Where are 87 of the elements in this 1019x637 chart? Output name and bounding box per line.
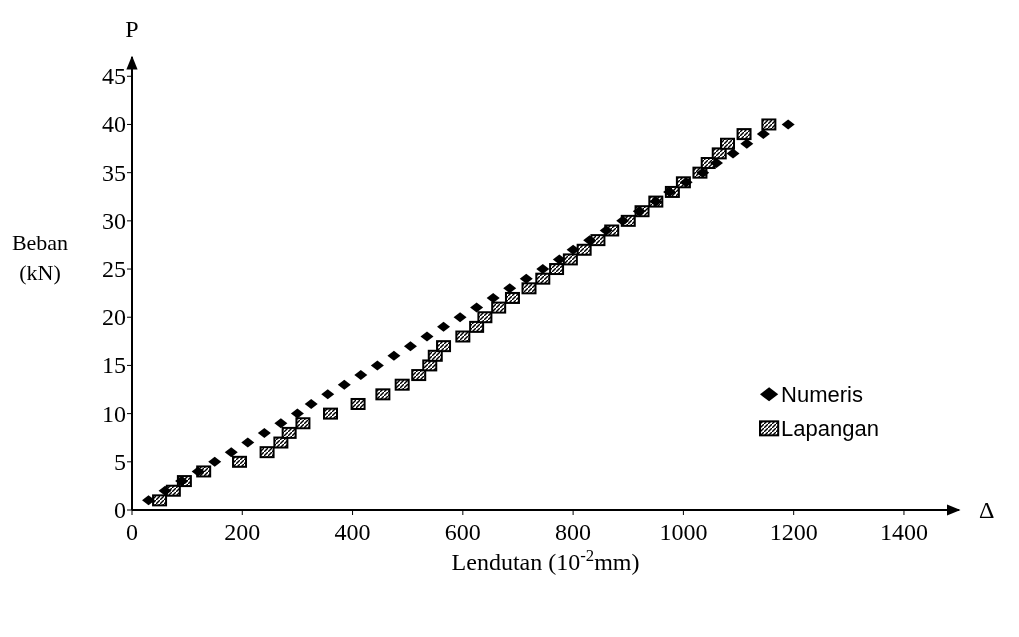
y-axis-title: Beban (kN) bbox=[11, 229, 69, 285]
point bbox=[304, 398, 318, 409]
point bbox=[158, 485, 172, 496]
point bbox=[370, 360, 384, 371]
y-tick-label: 15 bbox=[102, 352, 126, 379]
x-tick-label: 200 bbox=[224, 519, 261, 545]
point bbox=[503, 283, 517, 294]
point bbox=[726, 148, 740, 159]
y-tick-label: 0 bbox=[114, 497, 126, 523]
point bbox=[566, 244, 580, 255]
point bbox=[736, 128, 752, 141]
point bbox=[321, 389, 335, 400]
y-tick-label: 20 bbox=[102, 304, 126, 331]
point bbox=[709, 158, 723, 169]
point bbox=[354, 370, 368, 381]
x-tick-label: 600 bbox=[444, 519, 481, 545]
point bbox=[576, 243, 592, 256]
point bbox=[375, 388, 391, 401]
point bbox=[562, 253, 578, 266]
y-tick-label: 40 bbox=[102, 111, 126, 138]
point bbox=[281, 426, 297, 439]
point bbox=[632, 206, 646, 217]
point bbox=[337, 379, 351, 390]
point bbox=[232, 455, 248, 468]
point bbox=[679, 177, 693, 188]
point bbox=[420, 331, 434, 342]
point bbox=[455, 330, 471, 343]
point bbox=[711, 147, 727, 160]
point bbox=[470, 302, 484, 313]
point bbox=[536, 264, 550, 275]
point bbox=[616, 215, 630, 226]
y-tick-label: 10 bbox=[102, 400, 126, 427]
point bbox=[387, 350, 401, 361]
y-tick-label: 45 bbox=[102, 63, 126, 90]
y-tick-label: 5 bbox=[114, 448, 126, 475]
point bbox=[273, 436, 289, 449]
point bbox=[504, 291, 520, 304]
point bbox=[552, 254, 566, 265]
y-tick-label: 25 bbox=[102, 256, 126, 283]
point bbox=[519, 273, 533, 284]
legend-label: Lapangan bbox=[781, 416, 879, 442]
point bbox=[191, 466, 205, 477]
point bbox=[696, 167, 710, 178]
point bbox=[290, 408, 304, 419]
point bbox=[535, 272, 551, 285]
y-tick-label: 30 bbox=[102, 207, 126, 234]
point bbox=[295, 417, 311, 430]
x-tick-label: 800 bbox=[555, 519, 592, 545]
x-tick-label: 400 bbox=[334, 519, 371, 545]
point bbox=[720, 137, 736, 150]
point bbox=[224, 447, 238, 458]
point bbox=[756, 129, 770, 140]
point bbox=[437, 321, 451, 332]
point bbox=[152, 494, 168, 507]
point bbox=[323, 407, 338, 420]
point bbox=[477, 311, 493, 324]
point bbox=[599, 225, 613, 236]
point bbox=[274, 418, 288, 429]
point bbox=[781, 119, 795, 130]
point bbox=[350, 397, 366, 410]
text: P bbox=[125, 16, 139, 42]
point bbox=[241, 437, 255, 448]
point bbox=[453, 312, 467, 323]
x-tick-label: 1000 bbox=[659, 519, 708, 545]
point bbox=[257, 427, 271, 438]
point bbox=[469, 320, 485, 333]
point bbox=[208, 456, 222, 467]
point bbox=[436, 340, 452, 353]
x-tick-label: 1200 bbox=[769, 519, 818, 545]
point bbox=[486, 292, 500, 303]
x-axis-title: Lendutan (10$^{-2}$mm) bbox=[451, 545, 640, 575]
point bbox=[521, 282, 537, 295]
text: Δ bbox=[979, 497, 995, 523]
point bbox=[427, 349, 443, 362]
point bbox=[411, 369, 427, 382]
point bbox=[259, 446, 275, 459]
point bbox=[740, 138, 754, 149]
point bbox=[403, 341, 417, 352]
legend-label: Numeris bbox=[781, 382, 864, 408]
x-tick-label: 1400 bbox=[879, 519, 928, 545]
point bbox=[394, 378, 410, 391]
point bbox=[761, 118, 777, 131]
point bbox=[142, 495, 156, 506]
point bbox=[491, 301, 507, 314]
point bbox=[583, 235, 597, 246]
point bbox=[549, 263, 565, 276]
y-tick-label: 35 bbox=[102, 159, 126, 186]
